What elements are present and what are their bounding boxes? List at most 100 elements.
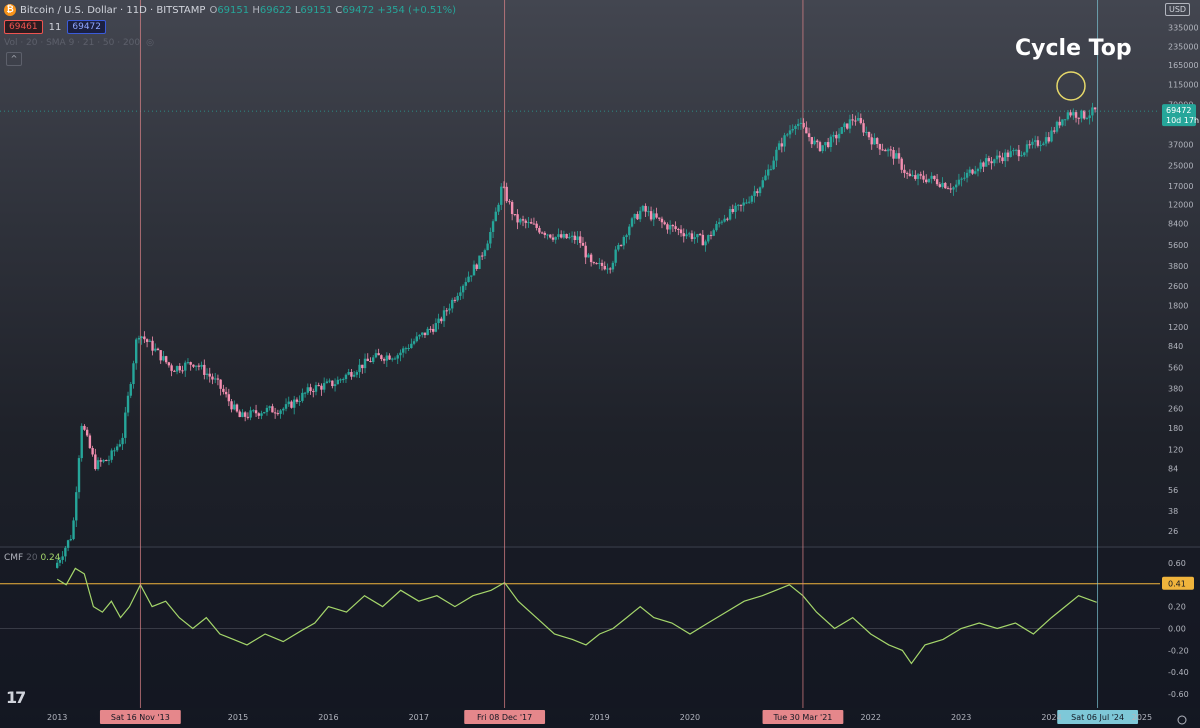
candle-body [666, 224, 669, 230]
cmf-value: 0.24 [40, 553, 61, 563]
candle-body [437, 318, 440, 324]
candle-body [971, 169, 974, 174]
buy-button[interactable]: 69472 [67, 20, 107, 34]
candle-body [856, 118, 860, 121]
candle-body [758, 187, 762, 194]
candle-body [85, 429, 89, 436]
candle-body [91, 448, 94, 455]
candle-body [840, 127, 843, 134]
cmf-tick-label: -0.60 [1168, 690, 1189, 699]
candle-body [205, 373, 209, 375]
settings-icon [1177, 715, 1187, 725]
time-tick-label: 2022 [861, 713, 881, 722]
collapse-legend-button[interactable]: ^ [6, 52, 22, 66]
candle-body [159, 350, 162, 361]
eye-icon[interactable]: ◎ [146, 38, 154, 48]
candle-body [592, 262, 596, 264]
sell-button[interactable]: 69461 [4, 20, 43, 34]
candle-body [609, 268, 612, 270]
candle-body [720, 221, 724, 223]
candle-body [837, 133, 841, 139]
currency-selector[interactable]: USD [1165, 3, 1191, 16]
candle-body [216, 378, 220, 380]
candle-body [502, 186, 506, 188]
candle-body [1028, 144, 1031, 146]
candle-body [816, 140, 819, 143]
candle-body [453, 299, 457, 301]
candle-body [77, 458, 81, 493]
candle-body [796, 123, 800, 126]
candle-body [636, 214, 639, 220]
candle-body [1006, 152, 1010, 158]
candle-body [916, 174, 920, 179]
candle-body [440, 318, 443, 322]
price-tick-label: 38 [1168, 507, 1178, 516]
cmf-level-badge [1162, 576, 1194, 590]
candle-body [219, 379, 222, 389]
candle-body [998, 155, 1001, 158]
tradingview-logo[interactable]: 17 [6, 688, 26, 707]
candle-body [238, 411, 241, 418]
candle-body [513, 214, 517, 216]
candle-body [464, 282, 468, 286]
candle-body [715, 223, 718, 231]
candle-body [510, 201, 514, 215]
candle-body [154, 348, 157, 351]
candle-body [88, 435, 92, 449]
candle-body [829, 136, 833, 148]
candle-body [137, 338, 141, 340]
price-tick-label: 25000 [1168, 162, 1193, 171]
candle-body [279, 410, 282, 414]
time-tick-label: 2025 [1132, 713, 1152, 722]
candle-body [865, 132, 868, 134]
candle-body [965, 172, 969, 178]
price-tick-label: 560 [1168, 364, 1183, 373]
candle-body [625, 235, 628, 237]
cmf-legend: CMF 20 0.24 [4, 553, 60, 563]
candle-body [500, 186, 503, 205]
indicator-settings[interactable]: Vol · 20 · SMA 9 · 21 · 50 · 200 [4, 38, 141, 48]
candle-body [339, 379, 342, 381]
candle-body [780, 143, 784, 147]
candle-body [543, 232, 547, 235]
candle-body [214, 378, 217, 380]
candle-body [919, 174, 922, 176]
candle-body [494, 211, 497, 222]
candle-body [619, 245, 623, 247]
candle-body [559, 234, 563, 238]
marker-date-label: Fri 08 Dec '17 [477, 713, 532, 722]
candle-body [1085, 118, 1089, 120]
cycle-top-annotation: Cycle Top [1015, 36, 1132, 61]
candle-body [301, 392, 304, 401]
price-tick-label: 165000 [1168, 61, 1199, 70]
candle-body [181, 370, 184, 372]
candle-body [265, 407, 269, 413]
candle-body [222, 388, 225, 392]
candle-body [1053, 130, 1056, 132]
candle-body [603, 265, 606, 270]
candle-body [200, 364, 203, 367]
candle-body [987, 158, 991, 162]
symbol-title[interactable]: Bitcoin / U.S. Dollar · 11D · BITSTAMP [20, 4, 206, 16]
candle-body [505, 186, 508, 202]
candle-body [707, 235, 710, 242]
candle-body [914, 175, 917, 179]
time-tick-label: 2016 [318, 713, 338, 722]
candle-body [331, 380, 334, 387]
time-tick-label: 2019 [589, 713, 609, 722]
candle-body [554, 236, 557, 240]
candle-body [497, 204, 500, 212]
candle-body [549, 234, 552, 238]
price-tick-label: 84 [1168, 465, 1178, 474]
candle-body [862, 123, 865, 133]
candle-body [249, 410, 252, 418]
candle-body [489, 231, 492, 244]
candle-body [64, 547, 67, 557]
marker-date-badge [762, 710, 844, 724]
candle-body [121, 437, 124, 445]
candle-body [660, 218, 664, 223]
candle-body [984, 158, 988, 167]
price-tick-label: 5600 [1168, 241, 1188, 250]
candle-body [1025, 144, 1029, 153]
